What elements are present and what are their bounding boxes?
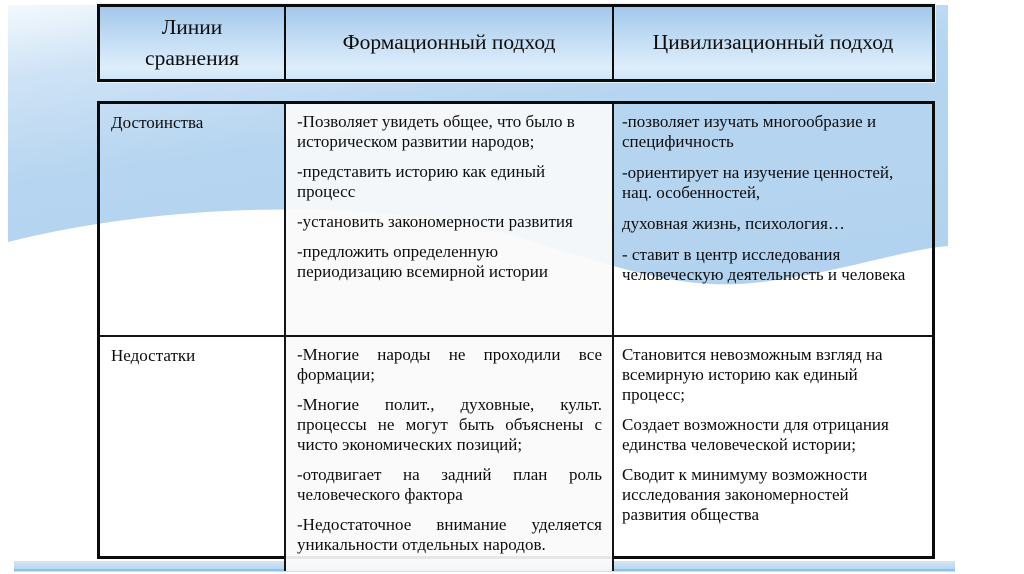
- bullet-paragraph: -Многие полит., духовные, культ. процесс…: [297, 395, 602, 455]
- bullet-paragraph: -Недостаточное внимание уделяется уникал…: [297, 515, 602, 555]
- row-label-disadvantages: Недостатки: [100, 335, 284, 571]
- disadvantages-formational-cell: -Многие народы не проходили все формации…: [284, 335, 612, 572]
- advantages-formational-cell: -Позволяет увидеть общее, что было в ист…: [284, 104, 612, 335]
- bullet-paragraph: -отодвигает на задний план роль человече…: [297, 465, 602, 505]
- advantages-civilizational-cell: -позволяет изучать многообразие и специф…: [612, 104, 932, 335]
- header-cell-comparison-lines: Линии сравнения: [145, 14, 239, 70]
- comparison-table-header: Линии сравнения Формационный подход Циви…: [97, 4, 935, 82]
- bullet-paragraph: -позволяет изучать многообразие и специф…: [622, 112, 877, 152]
- bullet-paragraph: -Позволяет увидеть общее, что было в ист…: [297, 112, 575, 152]
- disadvantages-civilizational-cell: Становится невозможным взгляд на всемирн…: [612, 335, 932, 572]
- bullet-paragraph: Становится невозможным взгляд на всемирн…: [622, 345, 883, 405]
- bullet-paragraph: -Многие народы не проходили все формации…: [297, 345, 602, 385]
- bullet-paragraph: Сводит к минимуму возможности исследован…: [622, 465, 868, 525]
- bullet-paragraph: -представить историю как единый процесс: [297, 162, 546, 202]
- header-cell-civilizational-approach: Цивилизационный подход: [612, 7, 932, 79]
- comparison-table-body: Достоинства -Позволяет увидеть общее, чт…: [97, 101, 935, 572]
- bullet-paragraph: -установить закономерности развития: [297, 212, 573, 232]
- bullet-paragraph: - ставит в центр исследования человеческ…: [622, 245, 906, 285]
- header-cell-formational-approach: Формационный подход: [284, 7, 612, 79]
- bullet-paragraph: -ориентирует на изучение ценностей, нац.…: [622, 163, 894, 203]
- bullet-paragraph: -предложить определенную периодизацию вс…: [297, 242, 548, 282]
- bullet-paragraph: духовная жизнь, психология…: [622, 214, 845, 234]
- row-label-advantages: Достоинства: [111, 113, 204, 132]
- bullet-paragraph: Создает возможности для отрицания единст…: [622, 415, 889, 455]
